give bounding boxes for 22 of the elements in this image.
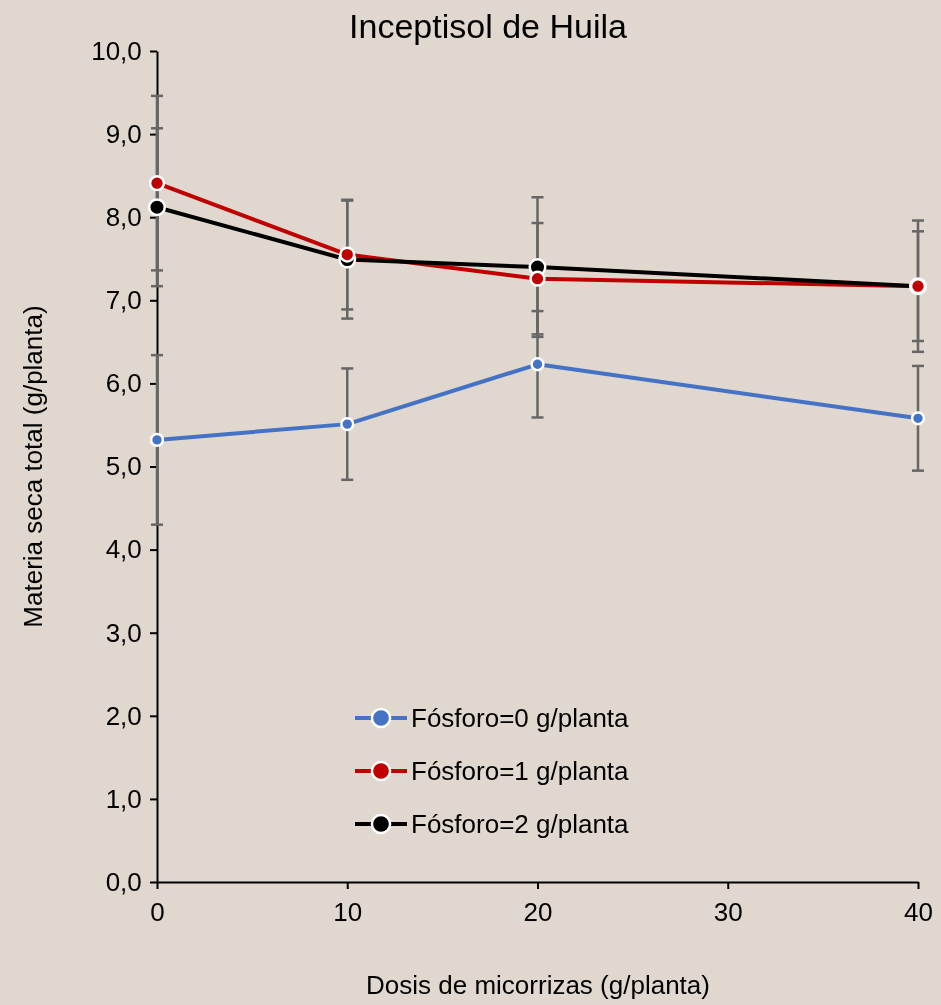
y-tick-label: 0,0	[105, 866, 142, 897]
y-tick-label: 9,0	[105, 118, 142, 149]
x-tick-label: 30	[713, 896, 743, 927]
y-tick-label: 5,0	[105, 451, 142, 482]
y-tick-label: 8,0	[105, 202, 142, 233]
chart-title: Inceptisol de Huila	[349, 7, 627, 45]
x-tick-label: 20	[523, 896, 553, 927]
y-tick-label: 6,0	[105, 368, 142, 399]
y-axis-title: Materia seca total (g/planta)	[18, 305, 48, 628]
y-tick-label: 4,0	[105, 534, 142, 565]
x-tick-label: 40	[904, 896, 933, 927]
x-tick-label: 0	[150, 896, 165, 927]
y-tick-label: 2,0	[105, 700, 142, 731]
y-tick-label: 7,0	[105, 285, 142, 316]
y-tick-label: 1,0	[105, 783, 142, 814]
y-tick-label: 10,0	[91, 35, 142, 66]
x-axis-title: Dosis de micorrizas (g/planta)	[366, 970, 710, 1000]
y-tick-label: 3,0	[105, 617, 142, 648]
legend-label: Fósforo=1 g/planta	[411, 756, 630, 786]
legend-label: Fósforo=2 g/planta	[411, 809, 630, 839]
x-tick-label: 10	[333, 896, 363, 927]
legend-label: Fósforo=0 g/planta	[411, 703, 630, 733]
